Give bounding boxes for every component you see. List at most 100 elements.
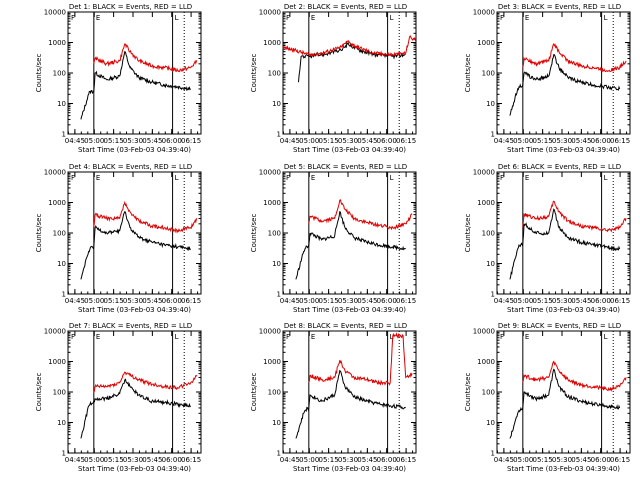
panel-title: Det 8: BLACK = Events, RED = LLD xyxy=(284,322,407,330)
x-tick-label: 06:15 xyxy=(610,456,630,464)
y-tick-label: 1000 xyxy=(477,39,495,47)
marker-label: E xyxy=(525,174,529,182)
series-events xyxy=(80,210,192,280)
marker-label: F xyxy=(71,174,75,182)
x-tick-label: 06:00 xyxy=(162,297,182,305)
y-tick-label: 10 xyxy=(272,419,281,427)
marker-label: L xyxy=(390,174,394,182)
x-tick-label: 05:15 xyxy=(319,297,339,305)
y-tick-label: 10000 xyxy=(473,9,495,17)
x-tick-label: 04:45 xyxy=(65,137,85,145)
y-tick-label: 1000 xyxy=(263,39,281,47)
series-events xyxy=(509,368,621,439)
y-tick-label: 10 xyxy=(486,100,495,108)
y-axis-label: Counts/sec xyxy=(464,373,472,412)
x-tick-label: 05:30 xyxy=(552,456,572,464)
y-axis-label: Counts/sec xyxy=(464,54,472,93)
marker-label: F xyxy=(500,333,504,341)
x-tick-label: 05:45 xyxy=(571,297,591,305)
series-events xyxy=(80,50,192,120)
panel-title: Det 5: BLACK = Events, RED = LLD xyxy=(284,163,407,171)
series-lld xyxy=(93,371,198,393)
x-tick-label: 06:00 xyxy=(377,137,397,145)
x-axis-label: Start Time (03-Feb-03 04:39:40) xyxy=(507,306,620,314)
marker-label: F xyxy=(286,174,290,182)
y-tick-label: 100 xyxy=(482,70,495,78)
series-lld xyxy=(282,35,417,58)
y-tick-label: 1 xyxy=(277,450,281,458)
panel-title: Det 4: BLACK = Events, RED = LLD xyxy=(69,163,192,171)
y-tick-label: 1 xyxy=(277,291,281,299)
marker-label: F xyxy=(500,174,504,182)
x-tick-label: 05:15 xyxy=(533,456,553,464)
x-tick-label: 05:30 xyxy=(123,137,143,145)
x-tick-label: 04:45 xyxy=(280,456,300,464)
y-axis-label: Counts/sec xyxy=(464,214,472,253)
x-tick-label: 05:30 xyxy=(123,456,143,464)
marker-label: L xyxy=(390,14,394,22)
plot-frame xyxy=(282,11,417,135)
x-tick-label: 05:45 xyxy=(142,456,162,464)
y-tick-label: 10 xyxy=(57,260,66,268)
x-tick-label: 05:00 xyxy=(513,456,533,464)
x-tick-label: 06:00 xyxy=(377,297,397,305)
marker-label: L xyxy=(390,333,394,341)
x-tick-label: 05:45 xyxy=(142,137,162,145)
x-tick-label: 06:00 xyxy=(591,297,611,305)
y-axis-label: Counts/sec xyxy=(35,54,43,93)
series-lld xyxy=(93,43,198,73)
x-tick-label: 04:45 xyxy=(65,456,85,464)
x-tick-label: 06:00 xyxy=(591,456,611,464)
y-axis-label: Counts/sec xyxy=(35,214,43,253)
series-events xyxy=(80,378,192,439)
x-tick-label: 05:15 xyxy=(533,137,553,145)
y-tick-label: 1 xyxy=(62,131,66,139)
x-tick-label: 05:30 xyxy=(338,137,358,145)
x-tick-label: 05:30 xyxy=(338,456,358,464)
x-tick-label: 05:30 xyxy=(552,297,572,305)
x-tick-label: 05:15 xyxy=(319,456,339,464)
x-tick-label: 05:45 xyxy=(142,297,162,305)
x-tick-label: 05:15 xyxy=(104,297,124,305)
marker-label: F xyxy=(71,14,75,22)
y-tick-label: 1000 xyxy=(48,199,66,207)
detector-panel-7: Det 7: BLACK = Events, RED = LLD 1 10 100 10… xyxy=(35,322,202,473)
x-axis-label: Start Time (03-Feb-03 04:39:40) xyxy=(507,465,620,473)
y-axis-label: Counts/sec xyxy=(35,373,43,412)
y-tick-label: 100 xyxy=(268,230,281,238)
y-tick-label: 10000 xyxy=(259,9,281,17)
x-tick-label: 05:15 xyxy=(104,456,124,464)
marker-label: L xyxy=(175,14,179,22)
marker-label: E xyxy=(96,333,100,341)
x-axis-label: Start Time (03-Feb-03 04:39:40) xyxy=(507,146,620,154)
marker-label: E xyxy=(525,14,529,22)
x-axis-label: Start Time (03-Feb-03 04:39:40) xyxy=(78,146,191,154)
series-lld xyxy=(522,360,627,392)
marker-label: L xyxy=(604,14,608,22)
x-axis-label: Start Time (03-Feb-03 04:39:40) xyxy=(293,146,406,154)
y-tick-label: 100 xyxy=(53,389,66,397)
detector-panel-6: Det 6: BLACK = Events, RED = LLD 1 10 100 10… xyxy=(464,163,631,314)
x-axis-label: Start Time (03-Feb-03 04:39:40) xyxy=(78,465,191,473)
series-events xyxy=(509,53,621,116)
x-tick-label: 06:00 xyxy=(162,456,182,464)
x-tick-label: 05:15 xyxy=(104,137,124,145)
marker-label: E xyxy=(311,14,315,22)
x-tick-label: 06:15 xyxy=(396,137,416,145)
y-tick-label: 1 xyxy=(277,131,281,139)
x-tick-label: 05:30 xyxy=(123,297,143,305)
x-tick-label: 05:45 xyxy=(357,137,377,145)
detector-panel-3: Det 3: BLACK = Events, RED = LLD 1 10 100 10… xyxy=(464,3,631,154)
series-events xyxy=(295,369,406,439)
panel-title: Det 6: BLACK = Events, RED = LLD xyxy=(498,163,621,171)
y-tick-label: 1 xyxy=(491,291,495,299)
y-tick-label: 100 xyxy=(482,230,495,238)
x-tick-label: 06:15 xyxy=(396,297,416,305)
x-tick-label: 05:00 xyxy=(299,456,319,464)
y-tick-label: 10000 xyxy=(259,169,281,177)
y-tick-label: 10 xyxy=(486,260,495,268)
series-lld xyxy=(308,199,413,231)
y-tick-label: 100 xyxy=(482,389,495,397)
panel-title: Det 3: BLACK = Events, RED = LLD xyxy=(498,3,621,11)
x-tick-label: 04:45 xyxy=(494,137,514,145)
